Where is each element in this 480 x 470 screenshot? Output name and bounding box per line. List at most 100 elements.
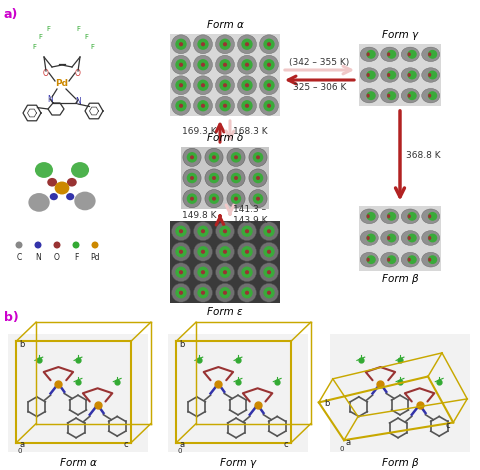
Ellipse shape [171, 222, 191, 241]
Text: F: F [90, 44, 94, 50]
Ellipse shape [175, 266, 187, 278]
Text: a: a [180, 439, 184, 448]
Ellipse shape [209, 173, 219, 183]
Ellipse shape [366, 50, 376, 59]
Ellipse shape [175, 79, 187, 91]
Ellipse shape [267, 83, 271, 87]
Ellipse shape [216, 243, 234, 261]
Ellipse shape [401, 231, 419, 245]
Bar [359, 205, 441, 271]
Ellipse shape [241, 287, 252, 298]
Ellipse shape [179, 229, 183, 233]
Ellipse shape [193, 35, 213, 54]
Text: a: a [19, 439, 24, 448]
Text: N: N [75, 96, 81, 105]
Bar [8, 334, 148, 452]
Ellipse shape [408, 94, 411, 98]
Ellipse shape [197, 39, 209, 50]
Ellipse shape [241, 79, 252, 91]
Ellipse shape [223, 83, 227, 87]
Ellipse shape [197, 100, 209, 111]
Ellipse shape [360, 231, 378, 245]
Ellipse shape [231, 173, 241, 183]
Ellipse shape [260, 283, 278, 302]
Ellipse shape [66, 193, 74, 200]
Ellipse shape [231, 193, 241, 204]
Ellipse shape [171, 76, 191, 94]
Ellipse shape [183, 169, 201, 187]
Ellipse shape [205, 169, 223, 187]
Ellipse shape [238, 55, 256, 74]
Ellipse shape [50, 193, 58, 200]
Ellipse shape [401, 47, 419, 62]
Ellipse shape [179, 83, 183, 87]
Ellipse shape [245, 83, 249, 87]
Ellipse shape [175, 59, 187, 70]
Text: Form γ: Form γ [220, 458, 256, 468]
Ellipse shape [387, 91, 396, 100]
Ellipse shape [241, 266, 252, 278]
Ellipse shape [219, 79, 231, 91]
Ellipse shape [267, 63, 271, 67]
Ellipse shape [197, 79, 209, 91]
Ellipse shape [171, 35, 191, 54]
Ellipse shape [367, 236, 370, 240]
Ellipse shape [360, 68, 378, 82]
Text: Form γ: Form γ [382, 30, 418, 40]
Ellipse shape [212, 176, 216, 180]
Ellipse shape [422, 68, 440, 82]
Ellipse shape [381, 252, 399, 267]
Ellipse shape [408, 258, 411, 262]
Ellipse shape [428, 214, 432, 219]
Ellipse shape [422, 209, 440, 224]
Ellipse shape [201, 104, 205, 108]
Ellipse shape [238, 283, 256, 302]
Ellipse shape [428, 236, 432, 240]
Text: Form δ: Form δ [207, 133, 243, 143]
Ellipse shape [219, 39, 231, 50]
Text: F: F [84, 34, 88, 40]
Ellipse shape [209, 193, 219, 204]
Text: C: C [16, 253, 22, 262]
Ellipse shape [223, 270, 227, 274]
Ellipse shape [35, 242, 41, 249]
Ellipse shape [223, 104, 227, 108]
Ellipse shape [360, 209, 378, 224]
Ellipse shape [264, 79, 275, 91]
Ellipse shape [216, 263, 234, 282]
Text: 368.8 K: 368.8 K [406, 151, 441, 160]
Ellipse shape [249, 148, 267, 166]
Ellipse shape [387, 94, 390, 98]
Ellipse shape [216, 222, 234, 241]
Ellipse shape [55, 181, 70, 195]
Ellipse shape [387, 73, 390, 77]
Ellipse shape [238, 96, 256, 115]
Ellipse shape [71, 162, 89, 178]
Ellipse shape [264, 100, 275, 111]
Ellipse shape [219, 59, 231, 70]
Ellipse shape [227, 169, 245, 187]
Ellipse shape [422, 252, 440, 267]
Text: Pd: Pd [56, 78, 69, 87]
Text: b: b [19, 340, 25, 349]
Ellipse shape [219, 226, 231, 237]
Ellipse shape [428, 91, 437, 100]
Ellipse shape [227, 148, 245, 166]
Ellipse shape [201, 250, 205, 254]
Text: c: c [283, 439, 288, 448]
Ellipse shape [201, 270, 205, 274]
Text: c: c [123, 439, 128, 448]
Text: Form β: Form β [382, 458, 418, 468]
Ellipse shape [408, 50, 417, 59]
Ellipse shape [245, 42, 249, 47]
Text: Form ε: Form ε [207, 307, 243, 317]
Bar [168, 334, 308, 452]
Ellipse shape [223, 42, 227, 47]
Ellipse shape [223, 229, 227, 233]
Text: 149.8 K: 149.8 K [182, 211, 217, 219]
Ellipse shape [67, 178, 77, 187]
Ellipse shape [190, 196, 194, 201]
Ellipse shape [216, 283, 234, 302]
Ellipse shape [408, 236, 411, 240]
Text: 0: 0 [17, 447, 22, 454]
